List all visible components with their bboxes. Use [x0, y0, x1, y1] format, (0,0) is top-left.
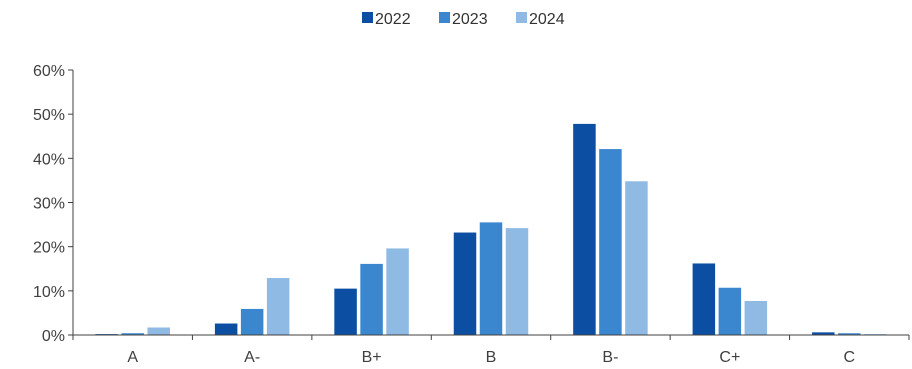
bar-2022-C — [812, 332, 835, 335]
x-category-label: A- — [244, 349, 260, 366]
x-category-label: B+ — [362, 349, 382, 366]
x-category-label: B- — [602, 349, 618, 366]
bar-2023-B+ — [360, 263, 383, 335]
bar-2022-B+ — [334, 288, 357, 335]
x-category-label: A — [127, 349, 138, 366]
x-category-label: C — [844, 349, 856, 366]
bar-2024-C+ — [744, 300, 768, 335]
y-axis: 0% 10% 20% 30% 40% 50% 60% — [33, 63, 74, 345]
y-tick-label: 30% — [33, 196, 65, 213]
y-tick-label: 50% — [33, 107, 65, 124]
y-tick-label: 40% — [33, 151, 65, 168]
bar-2023-B — [479, 222, 503, 335]
y-tick-label: 10% — [33, 284, 65, 301]
legend-swatch-2022 — [362, 12, 373, 23]
bar-2024-B- — [625, 181, 648, 335]
x-axis: A A- B+ B B- C+ C — [72, 334, 910, 366]
legend-label-2023: 2023 — [452, 11, 488, 28]
legend-swatch-2024 — [516, 12, 527, 23]
bar-2023-A — [121, 333, 144, 335]
bar-2024-A- — [266, 278, 290, 335]
bar-2022-C+ — [692, 263, 716, 335]
bar-2022-B- — [573, 123, 596, 335]
y-tick-label: 60% — [33, 63, 65, 80]
bar-2022-B — [453, 232, 477, 335]
bar-2024-B — [505, 228, 529, 335]
legend-label-2022: 2022 — [375, 11, 411, 28]
legend-swatch-2023 — [439, 12, 450, 23]
bars — [95, 123, 887, 335]
bar-2022-A- — [214, 323, 238, 335]
y-tick-label: 20% — [33, 240, 65, 257]
legend: 2022 2023 2024 — [362, 11, 565, 28]
legend-label-2024: 2024 — [529, 11, 565, 28]
bar-2024-B+ — [386, 248, 409, 335]
bar-2024-A — [147, 327, 170, 335]
bar-2023-C — [838, 333, 861, 335]
bar-2023-C+ — [718, 287, 742, 335]
bar-2023-A- — [240, 308, 264, 335]
y-tick-label: 0% — [42, 328, 65, 345]
x-category-label: C+ — [719, 349, 740, 366]
bar-2023-B- — [599, 149, 622, 335]
x-category-label: B — [486, 349, 497, 366]
